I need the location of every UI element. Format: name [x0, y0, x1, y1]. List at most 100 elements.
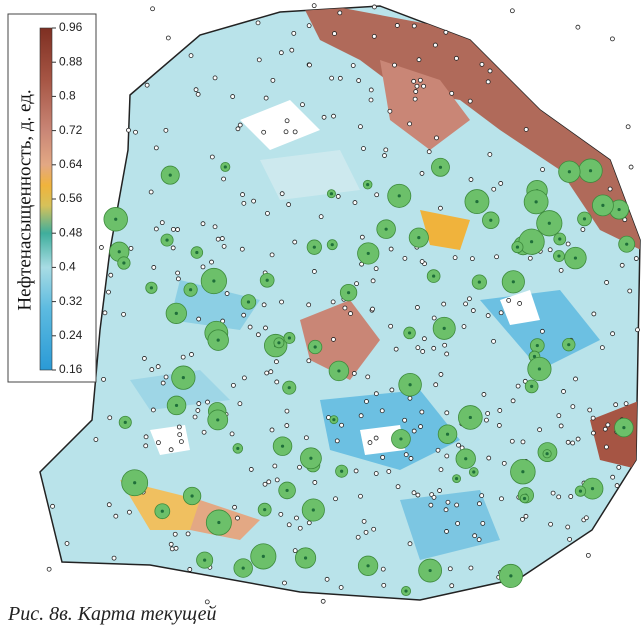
well: [371, 307, 375, 311]
well-center: [175, 404, 178, 407]
well: [422, 84, 426, 88]
well: [433, 43, 437, 47]
well: [415, 84, 419, 88]
well: [287, 523, 291, 527]
well: [576, 437, 580, 441]
well-center: [509, 574, 512, 577]
well: [220, 237, 224, 241]
well: [293, 240, 297, 244]
well: [566, 440, 570, 444]
well-center: [591, 487, 594, 490]
well: [371, 279, 375, 283]
well: [235, 516, 239, 520]
well-center: [236, 447, 239, 450]
well: [263, 482, 267, 486]
well: [457, 443, 461, 447]
well: [432, 316, 436, 320]
well: [568, 537, 572, 541]
well-center: [558, 237, 561, 240]
well: [390, 388, 394, 392]
well: [304, 436, 308, 440]
well: [469, 566, 473, 570]
well: [160, 221, 164, 225]
well: [358, 494, 362, 498]
well: [462, 325, 466, 329]
well-center: [399, 437, 402, 440]
well: [285, 424, 289, 428]
well: [375, 193, 379, 197]
well: [628, 289, 632, 293]
well: [372, 5, 376, 9]
well-center: [304, 556, 307, 559]
well: [230, 432, 234, 436]
well: [307, 303, 311, 307]
well-center: [469, 416, 472, 419]
well: [380, 409, 384, 413]
well: [443, 343, 447, 347]
well: [438, 206, 442, 210]
well: [551, 491, 555, 495]
well-center: [521, 470, 524, 473]
well: [507, 298, 511, 302]
well: [280, 192, 284, 196]
well: [312, 269, 316, 273]
well: [319, 215, 323, 219]
well: [566, 525, 570, 529]
well-center: [281, 445, 284, 448]
well: [389, 247, 393, 251]
well: [134, 130, 138, 134]
well: [173, 532, 177, 536]
well: [238, 402, 242, 406]
well-center: [579, 489, 582, 492]
well: [225, 292, 229, 296]
well: [241, 193, 245, 197]
well: [499, 181, 503, 185]
well-center: [408, 331, 411, 334]
well: [499, 497, 503, 501]
well: [360, 235, 364, 239]
well: [442, 302, 446, 306]
well: [524, 127, 528, 131]
tick-label: 0.56: [59, 191, 83, 205]
well-center: [625, 243, 628, 246]
well: [605, 280, 609, 284]
well-center: [165, 238, 168, 241]
well: [492, 187, 496, 191]
well-center: [242, 566, 245, 569]
well: [355, 282, 359, 286]
tick-label: 0.64: [59, 157, 83, 171]
well: [308, 63, 312, 67]
well-center: [150, 286, 153, 289]
caption: Рис. 8в. Карта текущей: [7, 603, 217, 625]
well: [151, 408, 155, 412]
well: [166, 36, 170, 40]
well-center: [530, 240, 533, 243]
well: [420, 260, 424, 264]
well: [144, 435, 148, 439]
tick-label: 0.16: [59, 362, 83, 376]
well: [412, 24, 416, 28]
well: [510, 9, 514, 13]
well-center: [347, 291, 350, 294]
well: [518, 301, 522, 305]
well: [359, 414, 363, 418]
well: [450, 91, 454, 95]
well: [412, 491, 416, 495]
well-center: [169, 174, 172, 177]
well: [331, 337, 335, 341]
well: [571, 405, 575, 409]
well: [269, 370, 273, 374]
well: [396, 485, 400, 489]
well: [374, 267, 378, 271]
well: [381, 567, 385, 571]
well: [186, 532, 190, 536]
well: [285, 409, 289, 413]
well-center: [464, 457, 467, 460]
well: [389, 324, 393, 328]
well: [477, 538, 481, 542]
well: [307, 359, 311, 363]
well: [343, 306, 347, 310]
well: [284, 130, 288, 134]
well-center: [309, 457, 312, 460]
well: [109, 273, 113, 277]
